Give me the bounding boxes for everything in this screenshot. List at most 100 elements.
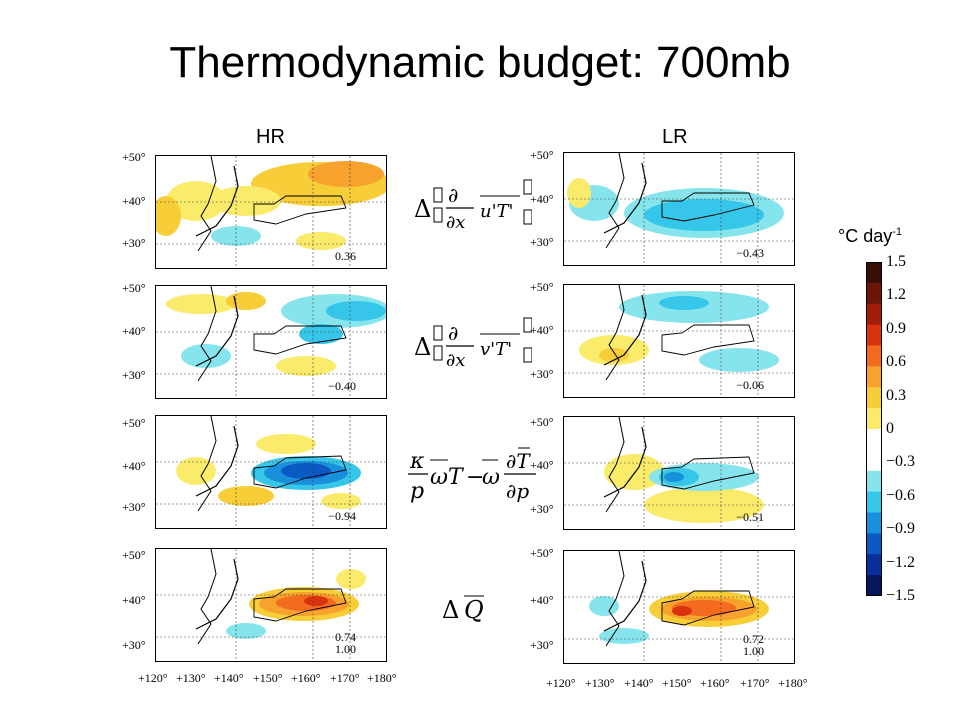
panel-value: −0.43 <box>736 246 764 260</box>
colorbar-segment <box>866 429 882 451</box>
page-title: Thermodynamic budget: 700mb <box>169 38 791 87</box>
map-panel-hr-row2: −0.40 <box>155 285 387 399</box>
svg-text:Δ: Δ <box>414 333 431 361</box>
svg-text:u'T': u'T' <box>480 201 514 222</box>
y-tick-label: +50° <box>530 415 554 429</box>
colorbar-segment <box>866 282 882 305</box>
svg-text:∂: ∂ <box>448 183 458 207</box>
y-tick-label: +30° <box>122 638 146 652</box>
y-tick-label: +50° <box>530 148 554 162</box>
x-tick-label: +150° <box>662 676 692 690</box>
x-tick-label: +120° <box>138 671 168 685</box>
panel-value: −0.51 <box>736 510 764 524</box>
colorbar-segment <box>866 303 882 326</box>
panel-value: 0.74 1.00 <box>335 630 356 656</box>
map-panel-lr-row2: −0.06 <box>563 284 795 398</box>
map-lr-row3 <box>564 417 794 529</box>
column-header-hr: HR <box>256 126 285 148</box>
map-lr-row4 <box>564 551 794 663</box>
map-lr-row1 <box>564 153 794 265</box>
y-tick-label: +30° <box>530 502 554 516</box>
svg-text:∂x: ∂x <box>446 350 465 371</box>
x-tick-label: +140° <box>214 671 244 685</box>
colorbar-segment <box>866 366 882 388</box>
equation-diabatic-heating: Δ Q <box>442 595 484 624</box>
map-panel-lr-row4: 0.72 1.00 <box>563 550 795 664</box>
svg-text:Δ: Δ <box>442 596 459 624</box>
x-tick-label: +170° <box>740 676 770 690</box>
svg-text:ωT: ωT <box>430 465 465 490</box>
y-tick-label: +50° <box>122 150 146 164</box>
colorbar-tick-label: −0.3 <box>886 453 916 471</box>
y-tick-label: +30° <box>122 368 146 382</box>
colorbar-segment <box>866 491 882 513</box>
colorbar-tick-label: −1.2 <box>886 553 916 571</box>
y-tick-label: +40° <box>122 459 146 473</box>
colorbar-segment <box>866 345 882 367</box>
colorbar-tick-label: 1.5 <box>886 253 906 270</box>
x-tick-label: +160° <box>291 671 321 685</box>
y-tick-label: +40° <box>122 324 146 338</box>
y-tick-label: +40° <box>530 593 554 607</box>
colorbar-segment <box>866 512 882 534</box>
y-tick-label: +40° <box>530 458 554 472</box>
panel-value: −0.94 <box>328 509 356 523</box>
y-tick-label: +40° <box>122 194 146 208</box>
colorbar-segment <box>866 324 882 346</box>
y-tick-label: +50° <box>530 280 554 294</box>
y-tick-label: +50° <box>122 416 146 430</box>
colorbar-segment <box>866 575 882 596</box>
panel-value: −0.06 <box>736 378 764 392</box>
y-tick-label: +50° <box>530 546 554 560</box>
x-tick-label: +180° <box>778 676 808 690</box>
colorbar-tick-label: −0.6 <box>886 486 916 504</box>
panel-value: 0.72 1.00 <box>743 632 764 658</box>
y-tick-label: +30° <box>122 500 146 514</box>
svg-text:ω: ω <box>482 465 500 490</box>
map-panel-hr-row3: −0.94 <box>155 415 387 529</box>
colorbar-tick-label: −1.5 <box>886 587 916 604</box>
svg-text:Δ: Δ <box>414 195 431 223</box>
x-tick-label: +130° <box>176 671 206 685</box>
colorbar-segment <box>866 470 882 493</box>
y-tick-label: +30° <box>530 235 554 249</box>
colorbar-tick-label: 0.9 <box>886 319 906 337</box>
panel-value: 0.36 <box>335 249 356 263</box>
colorbar-tick-label: 1.2 <box>886 286 906 304</box>
colorbar-tick-label: −0.9 <box>886 520 916 538</box>
svg-text:∂x: ∂x <box>446 212 465 233</box>
x-tick-label: +170° <box>330 671 360 685</box>
y-tick-label: +30° <box>530 638 554 652</box>
colorbar-tick-label: 0.6 <box>886 353 906 371</box>
svg-text:Q: Q <box>464 596 484 624</box>
colorbar <box>866 262 882 596</box>
y-tick-label: +50° <box>122 548 146 562</box>
colorbar-segment <box>866 262 882 284</box>
svg-text:−: − <box>466 465 484 490</box>
y-tick-label: +30° <box>530 367 554 381</box>
map-panel-lr-row3: −0.51 <box>563 416 795 530</box>
colorbar-unit: °C day-1 <box>838 226 903 246</box>
colorbar-tick-label: 0 <box>886 420 894 437</box>
x-tick-label: +140° <box>624 676 654 690</box>
y-tick-label: +40° <box>530 192 554 206</box>
colorbar-tick-label: 0.3 <box>886 386 906 404</box>
colorbar-segment <box>866 449 882 472</box>
equation-meridional-eddy-flux: Δ ∂ ∂x v'T' <box>414 317 532 371</box>
colorbar-border <box>866 262 882 596</box>
svg-text:∂T: ∂T <box>506 449 531 473</box>
svg-text:κ: κ <box>409 449 425 474</box>
map-hr-row2 <box>156 286 386 398</box>
map-hr-row1 <box>156 156 386 268</box>
svg-text:v'T': v'T' <box>480 339 512 360</box>
y-tick-label: +40° <box>122 593 146 607</box>
y-tick-label: +50° <box>122 281 146 295</box>
equation-vertical-advection: κ p ωT − ω ∂T ∂p <box>408 447 536 504</box>
colorbar-segment <box>866 533 882 555</box>
map-panel-hr-row1: 0.36 <box>155 155 387 269</box>
panel-value: −0.40 <box>328 379 356 393</box>
x-tick-label: +150° <box>253 671 283 685</box>
column-header-lr: LR <box>662 126 688 148</box>
x-tick-label: +180° <box>367 671 397 685</box>
map-panel-hr-row4: 0.74 1.00 <box>155 548 387 662</box>
